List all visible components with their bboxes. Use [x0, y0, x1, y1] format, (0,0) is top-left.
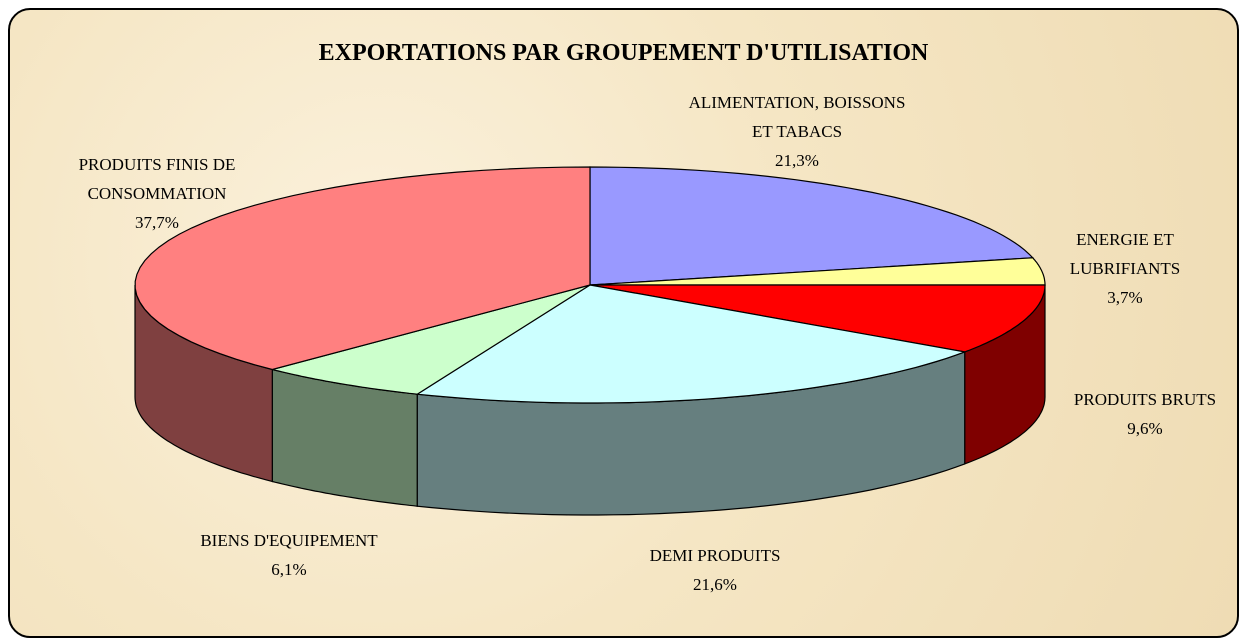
category-label: DEMI PRODUITS — [649, 546, 781, 565]
value-label: 6,1% — [271, 560, 307, 579]
category-label: PRODUITS BRUTS — [1073, 390, 1217, 409]
category-label: ALIMENTATION, BOISSONS ET TABACS — [688, 93, 906, 141]
slice-label: PRODUITS BRUTS 9,6% — [1035, 385, 1237, 443]
slice — [134, 166, 591, 371]
value-label: 9,6% — [1127, 419, 1163, 438]
value-label: 3,7% — [1107, 288, 1143, 307]
chart-title: EXPORTATIONS PAR GROUPEMENT D'UTILISATIO… — [318, 40, 929, 66]
value-label: 37,7% — [135, 213, 179, 232]
value-label: 21,6% — [693, 575, 737, 594]
category-label: ENERGIE ET LUBRIFIANTS — [1069, 230, 1181, 278]
value-label: 21,3% — [775, 151, 819, 170]
slice — [415, 284, 967, 404]
slice-label: PRODUITS FINIS DE CONSOMMATION 37,7% — [45, 150, 270, 237]
slice — [589, 284, 1046, 353]
chart — [134, 166, 1046, 516]
slice — [589, 166, 1035, 286]
slice — [272, 284, 591, 395]
slice-label: ALIMENTATION, BOISSONS ET TABACS 21,3% — [677, 88, 917, 175]
chart-frame: EXPORTATIONS PAR GROUPEMENT D'UTILISATIO… — [8, 8, 1239, 638]
category-label: PRODUITS FINIS DE CONSOMMATION — [78, 155, 236, 203]
slice — [589, 257, 1046, 286]
slice-label: DEMI PRODUITS 21,6% — [605, 541, 825, 599]
category-label: BIENS D'EQUIPEMENT — [200, 531, 378, 550]
slice-label: ENERGIE ET LUBRIFIANTS 3,7% — [1050, 225, 1200, 312]
slice-label: BIENS D'EQUIPEMENT 6,1% — [159, 526, 419, 584]
